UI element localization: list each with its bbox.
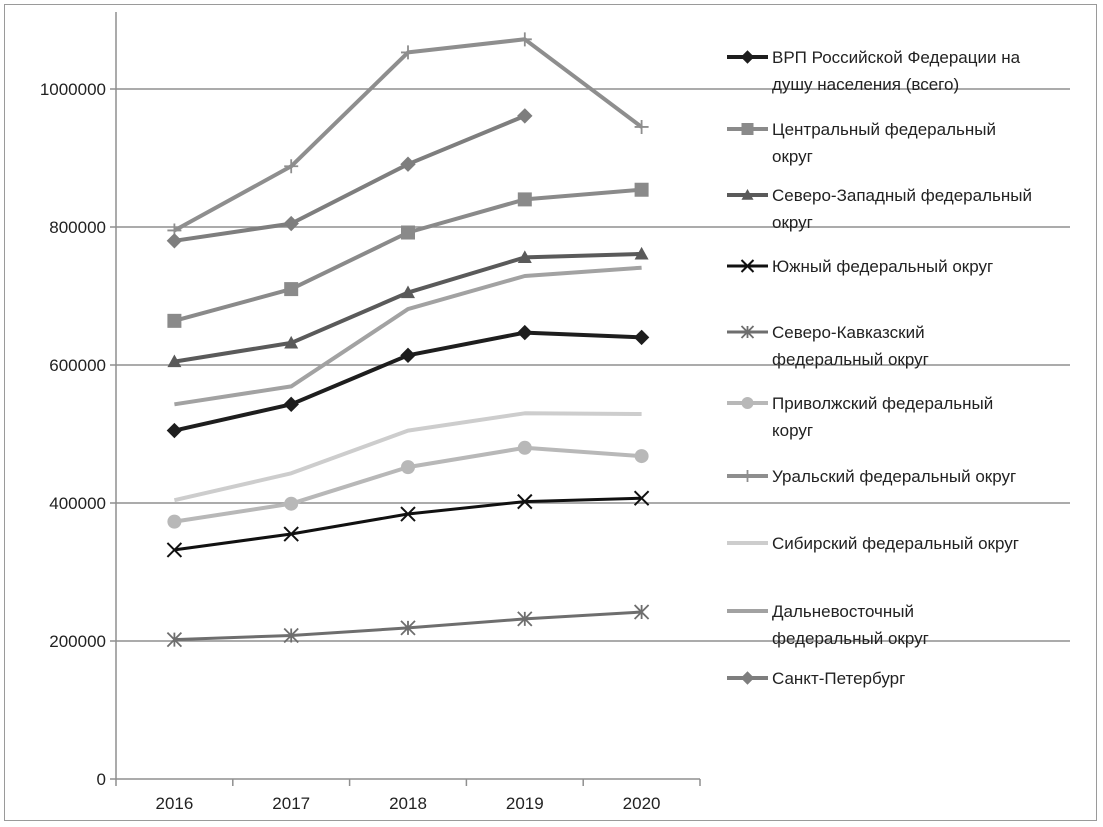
data-point-series-3	[634, 246, 649, 260]
legend-marker-10	[740, 671, 755, 685]
y-tick-label: 600000	[49, 356, 106, 375]
legend-label: округ	[772, 213, 813, 232]
legend-marker-3	[741, 189, 754, 200]
series-line-1	[173, 330, 642, 433]
legend-label: Северо-Кавказский	[772, 323, 925, 342]
legend-label: Дальневосточный	[772, 602, 914, 621]
legend-label: ВРП Российской Федерации на	[772, 48, 1021, 67]
data-point-series-7	[634, 119, 649, 134]
data-point-series-2	[401, 225, 415, 240]
data-point-series-3	[167, 354, 182, 368]
legend-label: душу населения (всего)	[772, 75, 959, 94]
legend-marker-7	[741, 470, 754, 482]
data-point-series-7	[517, 32, 532, 47]
data-point-series-6	[517, 440, 532, 455]
legend-label: коруг	[772, 421, 813, 440]
y-tick-label: 1000000	[40, 80, 106, 99]
legend-label: Сибирский федеральный округ	[772, 534, 1019, 553]
x-tick-label: 2019	[506, 794, 544, 813]
data-point-series-2	[167, 313, 182, 328]
data-point-series-5	[633, 604, 650, 620]
series-line-7	[173, 37, 643, 233]
data-point-series-4	[166, 542, 183, 558]
legend-label: Центральный федеральный	[772, 120, 996, 139]
data-point-series-5	[166, 631, 183, 648]
data-point-series-4	[633, 490, 650, 506]
legend-marker-4	[740, 259, 755, 273]
series-line-8	[173, 411, 642, 503]
data-point-series-6	[401, 460, 415, 475]
data-point-series-2	[284, 282, 299, 297]
data-point-series-10	[166, 233, 183, 249]
data-point-series-1	[517, 324, 533, 341]
data-point-series-4	[517, 493, 533, 510]
legend-marker-1	[740, 50, 755, 64]
y-tick-label: 400000	[49, 494, 106, 513]
data-point-series-1	[400, 347, 416, 364]
legend-label: Южный федеральный округ	[772, 257, 993, 276]
data-point-series-3	[517, 250, 532, 263]
legend-marker-6	[741, 397, 754, 409]
series-line-9	[174, 265, 642, 407]
data-point-series-2	[634, 182, 649, 197]
data-point-series-5	[283, 627, 299, 644]
data-point-series-7	[401, 45, 415, 60]
data-point-series-3	[284, 335, 299, 349]
data-point-series-2	[517, 192, 532, 207]
legend-label: Санкт-Петербург	[772, 669, 905, 688]
legend-label: Северо-Западный федеральный	[772, 186, 1032, 205]
data-point-series-10	[283, 215, 299, 232]
data-point-series-1	[633, 329, 650, 346]
x-tick-label: 2020	[623, 794, 661, 813]
data-point-series-5	[400, 620, 416, 636]
x-tick-label: 2017	[272, 794, 310, 813]
x-tick-label: 2018	[389, 794, 427, 813]
data-point-series-1	[283, 396, 299, 413]
data-point-series-3	[401, 285, 415, 299]
series-line-4	[174, 496, 642, 552]
data-point-series-10	[400, 156, 416, 172]
legend-label: Приволжский федеральный	[772, 394, 993, 413]
x-tick-label: 2016	[155, 794, 193, 813]
y-tick-label: 800000	[49, 218, 106, 237]
data-point-series-5	[517, 611, 533, 627]
legend-label: округ	[772, 147, 813, 166]
legend-label: федеральный округ	[772, 350, 929, 369]
data-point-series-6	[284, 496, 299, 511]
data-point-series-4	[400, 506, 416, 522]
data-point-series-4	[283, 526, 299, 542]
y-tick-label: 0	[97, 770, 106, 789]
data-point-series-6	[634, 449, 649, 464]
legend-label: федеральный округ	[772, 629, 929, 648]
data-point-series-6	[167, 514, 182, 529]
y-tick-label: 200000	[49, 632, 106, 651]
data-point-series-10	[517, 108, 533, 124]
legend-label: Уральский федеральный округ	[772, 467, 1016, 486]
series-line-10	[174, 114, 526, 243]
data-point-series-1	[166, 422, 183, 439]
legend-marker-2	[741, 123, 754, 135]
data-point-series-7	[284, 159, 299, 174]
legend-marker-5	[740, 325, 755, 339]
